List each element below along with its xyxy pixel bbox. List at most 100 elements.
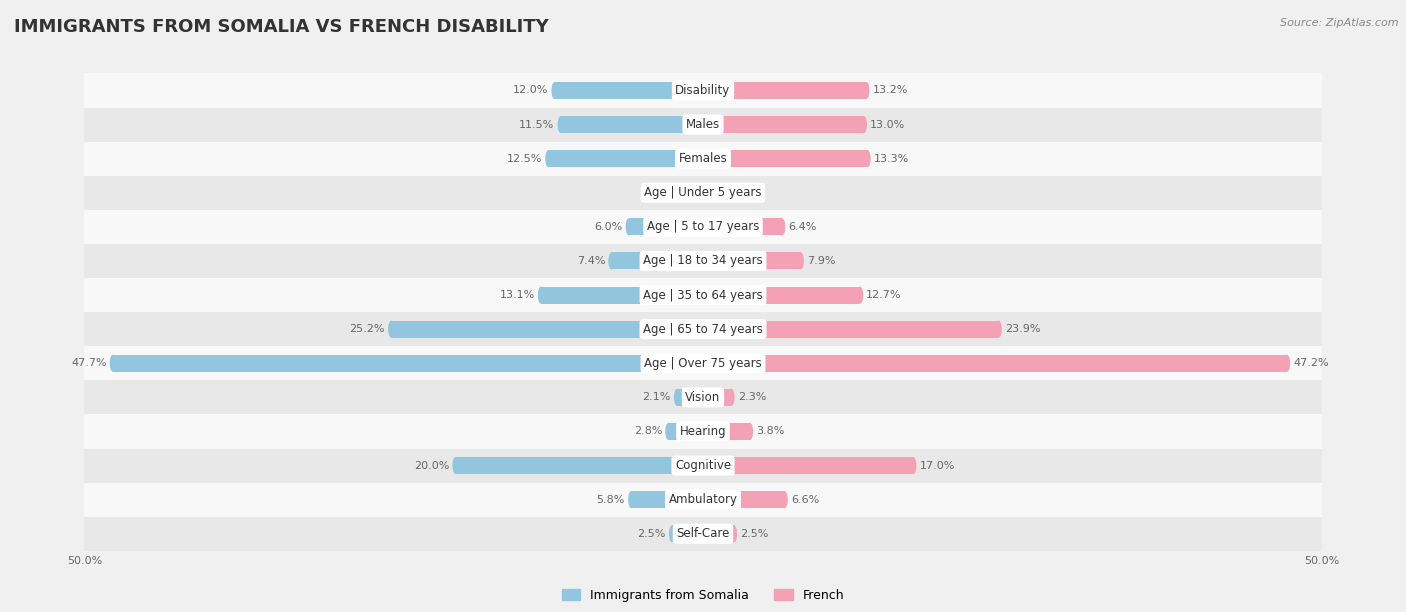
Bar [703, 321, 998, 338]
Bar [703, 82, 866, 99]
Circle shape [782, 491, 787, 508]
Bar [703, 150, 868, 167]
Text: 13.2%: 13.2% [873, 86, 908, 95]
Bar [548, 150, 703, 167]
Bar [84, 312, 1322, 346]
Bar [688, 184, 703, 201]
Bar [703, 218, 782, 236]
Text: 6.4%: 6.4% [789, 222, 817, 232]
Bar [612, 252, 703, 269]
Text: 5.8%: 5.8% [596, 494, 626, 505]
Text: 6.6%: 6.6% [790, 494, 820, 505]
Bar [703, 423, 749, 440]
Text: Age | 5 to 17 years: Age | 5 to 17 years [647, 220, 759, 233]
Circle shape [721, 184, 727, 201]
Bar [703, 491, 785, 508]
Text: 6.0%: 6.0% [595, 222, 623, 232]
Text: Ambulatory: Ambulatory [668, 493, 738, 506]
Text: 7.9%: 7.9% [807, 256, 835, 266]
Bar [84, 73, 1322, 108]
Text: 13.1%: 13.1% [499, 290, 534, 300]
Text: 47.7%: 47.7% [72, 358, 107, 368]
Bar [84, 346, 1322, 380]
Circle shape [910, 457, 917, 474]
Text: Females: Females [679, 152, 727, 165]
Legend: Immigrants from Somalia, French: Immigrants from Somalia, French [557, 584, 849, 606]
Text: 2.8%: 2.8% [634, 427, 662, 436]
Bar [84, 449, 1322, 483]
Bar [84, 176, 1322, 210]
Circle shape [731, 525, 737, 542]
Text: 12.7%: 12.7% [866, 290, 901, 300]
Bar [628, 218, 703, 236]
Text: 13.0%: 13.0% [870, 119, 905, 130]
Text: Hearing: Hearing [679, 425, 727, 438]
Circle shape [538, 286, 544, 304]
Bar [541, 286, 703, 304]
Circle shape [388, 321, 394, 338]
Circle shape [863, 82, 869, 99]
Bar [703, 457, 914, 474]
Text: 2.1%: 2.1% [643, 392, 671, 402]
Bar [703, 252, 801, 269]
Text: 17.0%: 17.0% [920, 461, 955, 471]
Text: Age | Over 75 years: Age | Over 75 years [644, 357, 762, 370]
Text: Self-Care: Self-Care [676, 528, 730, 540]
Bar [84, 380, 1322, 414]
Circle shape [797, 252, 804, 269]
Circle shape [558, 116, 564, 133]
Circle shape [546, 150, 551, 167]
Text: 2.5%: 2.5% [637, 529, 666, 539]
Text: Vision: Vision [685, 391, 721, 404]
Text: Age | Under 5 years: Age | Under 5 years [644, 186, 762, 200]
Text: Males: Males [686, 118, 720, 131]
Text: 1.7%: 1.7% [730, 188, 759, 198]
Bar [112, 355, 703, 371]
Bar [703, 355, 1286, 371]
Bar [668, 423, 703, 440]
Circle shape [683, 184, 690, 201]
Circle shape [669, 525, 675, 542]
Text: 12.0%: 12.0% [513, 86, 548, 95]
Circle shape [860, 116, 868, 133]
Bar [84, 278, 1322, 312]
Text: 12.5%: 12.5% [506, 154, 543, 163]
Circle shape [728, 389, 734, 406]
Circle shape [858, 286, 863, 304]
Bar [456, 457, 703, 474]
Bar [84, 517, 1322, 551]
Bar [703, 286, 860, 304]
Bar [631, 491, 703, 508]
Bar [672, 525, 703, 542]
Circle shape [551, 82, 558, 99]
Bar [84, 141, 1322, 176]
Circle shape [110, 355, 115, 372]
Circle shape [747, 423, 754, 440]
Text: 7.4%: 7.4% [576, 256, 605, 266]
Text: 3.8%: 3.8% [756, 427, 785, 436]
Bar [84, 210, 1322, 244]
Circle shape [779, 218, 786, 236]
Text: Disability: Disability [675, 84, 731, 97]
Text: Age | 65 to 74 years: Age | 65 to 74 years [643, 323, 763, 335]
Text: 25.2%: 25.2% [350, 324, 385, 334]
Bar [561, 116, 703, 133]
Text: 2.5%: 2.5% [740, 529, 769, 539]
Text: 13.3%: 13.3% [873, 154, 910, 163]
Bar [703, 184, 724, 201]
Bar [84, 483, 1322, 517]
Bar [84, 414, 1322, 449]
Text: Cognitive: Cognitive [675, 459, 731, 472]
Text: 20.0%: 20.0% [413, 461, 450, 471]
Circle shape [665, 423, 672, 440]
Text: Source: ZipAtlas.com: Source: ZipAtlas.com [1281, 18, 1399, 28]
Circle shape [995, 321, 1002, 338]
Bar [84, 108, 1322, 141]
Bar [84, 244, 1322, 278]
Circle shape [453, 457, 458, 474]
Circle shape [628, 491, 634, 508]
Bar [554, 82, 703, 99]
Text: Age | 18 to 34 years: Age | 18 to 34 years [643, 255, 763, 267]
Text: 11.5%: 11.5% [519, 119, 554, 130]
Bar [703, 389, 731, 406]
